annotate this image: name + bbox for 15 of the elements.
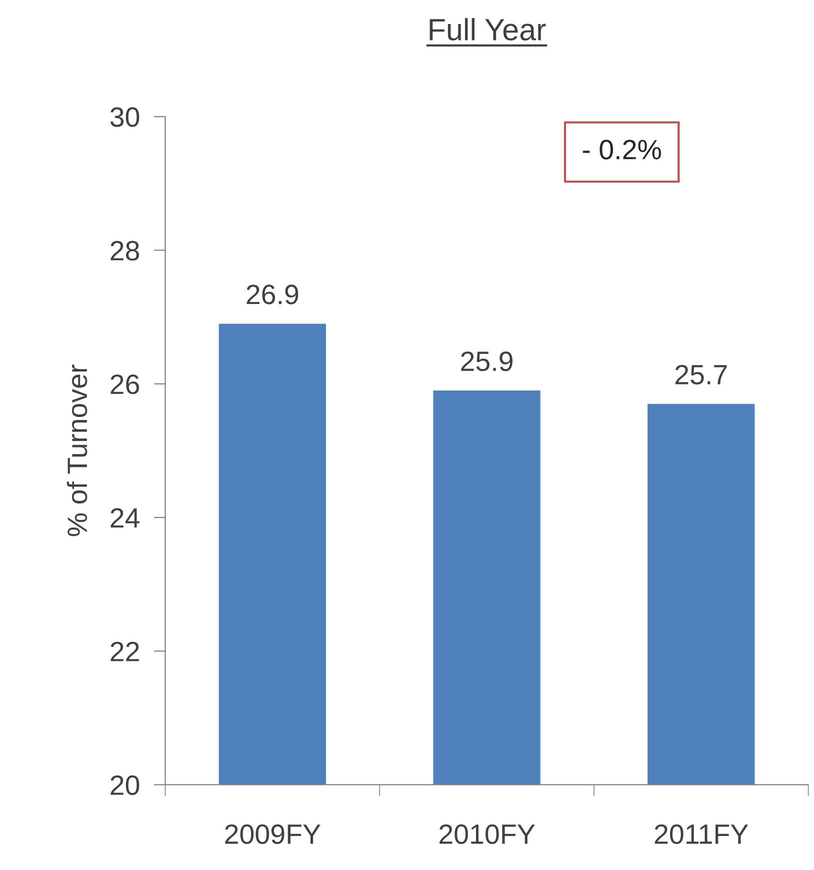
x-tick-label: 2009FY <box>225 824 320 844</box>
x-tick-label: 2010FY <box>440 824 535 844</box>
y-axis-title: % of Turnover <box>66 364 88 536</box>
data-label: 26.9 <box>246 284 298 304</box>
y-tick-label: 24 <box>110 508 140 528</box>
data-label: 25.9 <box>461 351 512 372</box>
y-tick-label: 22 <box>110 642 139 662</box>
y-tick-label: 20 <box>110 775 140 796</box>
x-tick-label: 2011FY <box>654 824 748 844</box>
data-label: 25.7 <box>675 364 727 385</box>
y-tick-label: 28 <box>110 240 140 261</box>
y-tick-label: 30 <box>110 107 140 127</box>
annotation: - 0.2% <box>582 140 661 160</box>
chart-title: Full Year <box>430 18 546 40</box>
y-tick-label: 26 <box>110 374 140 394</box>
